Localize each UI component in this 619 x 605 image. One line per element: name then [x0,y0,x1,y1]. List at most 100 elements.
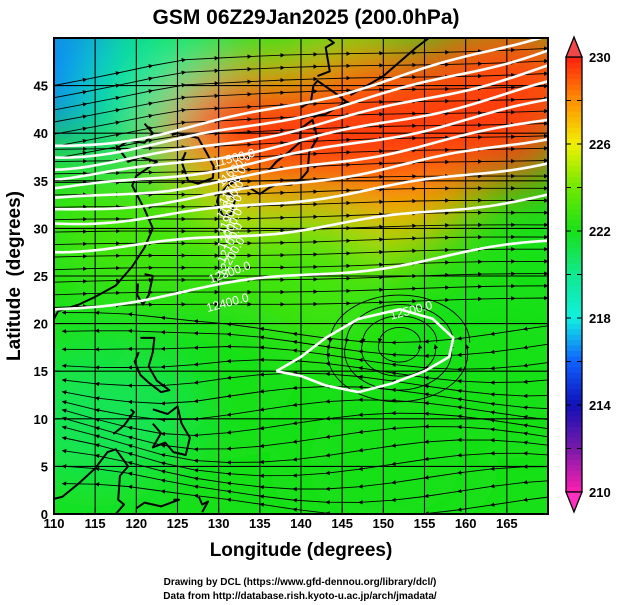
colorbar-segment [566,57,582,63]
colorbar-segment [566,111,582,118]
y-tick-label: 15 [34,364,48,379]
colorbar-segment [566,475,582,482]
x-tick-label: 135 [249,516,271,531]
colorbar-segment [566,95,582,101]
x-axis-ticks: 110 115 120 125 130 135 140 145 150 155 160 165 [44,508,518,531]
colorbar-segment [566,290,582,297]
contour-line [54,64,548,171]
colorbar-segment [566,470,582,477]
contour-line [54,38,545,148]
colorbar-segment [566,432,582,439]
colorbar-segment [566,127,582,134]
colorbar-segment [566,339,582,346]
x-axis-label: Longitude (degrees) [210,540,393,561]
colorbar-segment [566,203,582,210]
colorbar-segment [566,122,582,129]
colorbar-segment [566,328,582,335]
colorbar-segment [566,334,582,341]
contour-line [54,79,548,182]
colorbar-segment [566,366,582,373]
colorbar-label: 214 [589,398,611,413]
credit-drawing: Drawing by DCL (https://www.gfd-dennou.o… [164,577,437,588]
colorbar-segment [566,144,582,150]
x-tick-label: 115 [85,516,106,531]
colorbar-segment [566,383,582,390]
colorbar-segment [566,182,582,188]
colorbar-segment [566,405,582,411]
colorbar-segment [566,138,582,145]
contour-line [54,118,548,199]
colorbar-segment [566,453,582,460]
x-tick-label: 140 [290,516,312,531]
colorbar-segment [566,78,582,85]
colorbar-segment [566,176,582,183]
y-tick-label: 10 [34,412,48,427]
colorbar-segment [566,323,582,330]
y-tick-label: 0 [41,507,48,522]
colorbar-segment [566,67,582,74]
colorbar-segment [566,421,582,428]
colorbar-extend-min [565,491,583,514]
colorbar-segment [566,187,582,194]
contour-line [54,239,548,311]
coastline [151,405,191,456]
y-tick-label: 20 [34,317,48,332]
colorbar-segment [566,399,582,406]
coastline [197,496,209,513]
colorbar-segment [566,171,582,178]
colorbar-label: 230 [589,50,611,65]
colorbar-segment [566,274,582,281]
colorbar-segment [566,481,582,487]
y-tick-label: 45 [34,79,48,94]
x-tick-label: 125 [167,516,189,531]
colorbar-segment [566,448,582,455]
y-axis-ticks: 0 5 10 15 20 25 30 35 40 45 [34,79,60,522]
colorbar-segment [566,459,582,466]
colorbar-label: 218 [589,311,611,326]
chart-title: GSM 06Z29Jan2025 (200.0hPa) [152,6,459,29]
x-tick-label: 110 [44,516,65,531]
colorbar-segment [566,350,582,357]
colorbar-segment [566,372,582,379]
colorbar-segment [566,301,582,308]
colorbar-segment [566,415,582,422]
y-axis-label: Latitude (degrees) [4,191,25,361]
colorbar-segment [566,426,582,433]
x-tick-label: 145 [331,516,353,531]
colorbar-segment [566,231,582,237]
x-tick-label: 155 [414,516,436,531]
coastline [133,336,171,394]
colorbar-segment [566,247,582,254]
colorbar-segment [566,388,582,395]
colorbar-segment [566,84,582,91]
colorbar-segment [566,209,582,216]
colorbar-segment [566,160,582,167]
colorbar-segment [566,133,582,139]
streamline [61,310,548,345]
contour-line [54,162,548,226]
y-tick-label: 30 [34,221,48,236]
x-tick-label: 130 [208,516,230,531]
colorbar-segment [566,377,582,384]
colorbar-segment [566,263,582,270]
colorbar-segment [566,89,582,96]
colorbar-segment [566,437,582,444]
colorbar-segment [566,394,582,400]
y-tick-label: 35 [34,174,48,189]
y-tick-label: 5 [41,459,48,474]
colorbar-segment [566,356,582,362]
x-tick-label: 120 [125,516,147,531]
colorbar-segment [566,62,582,69]
streamline [327,294,471,403]
y-tick-label: 40 [34,126,48,141]
colorbar-segment [566,279,582,286]
colorbar-segment [566,165,582,172]
colorbar-label: 210 [589,485,611,500]
colorbar-segment [566,214,582,221]
colorbar-segment [566,154,582,161]
plot-area: 11500.011600.011700.011800.011900.012000… [54,38,548,514]
colorbar-segment [566,296,582,303]
contour-line [54,98,548,190]
colorbar-segment [566,361,582,368]
colorbar-segment [566,312,582,319]
